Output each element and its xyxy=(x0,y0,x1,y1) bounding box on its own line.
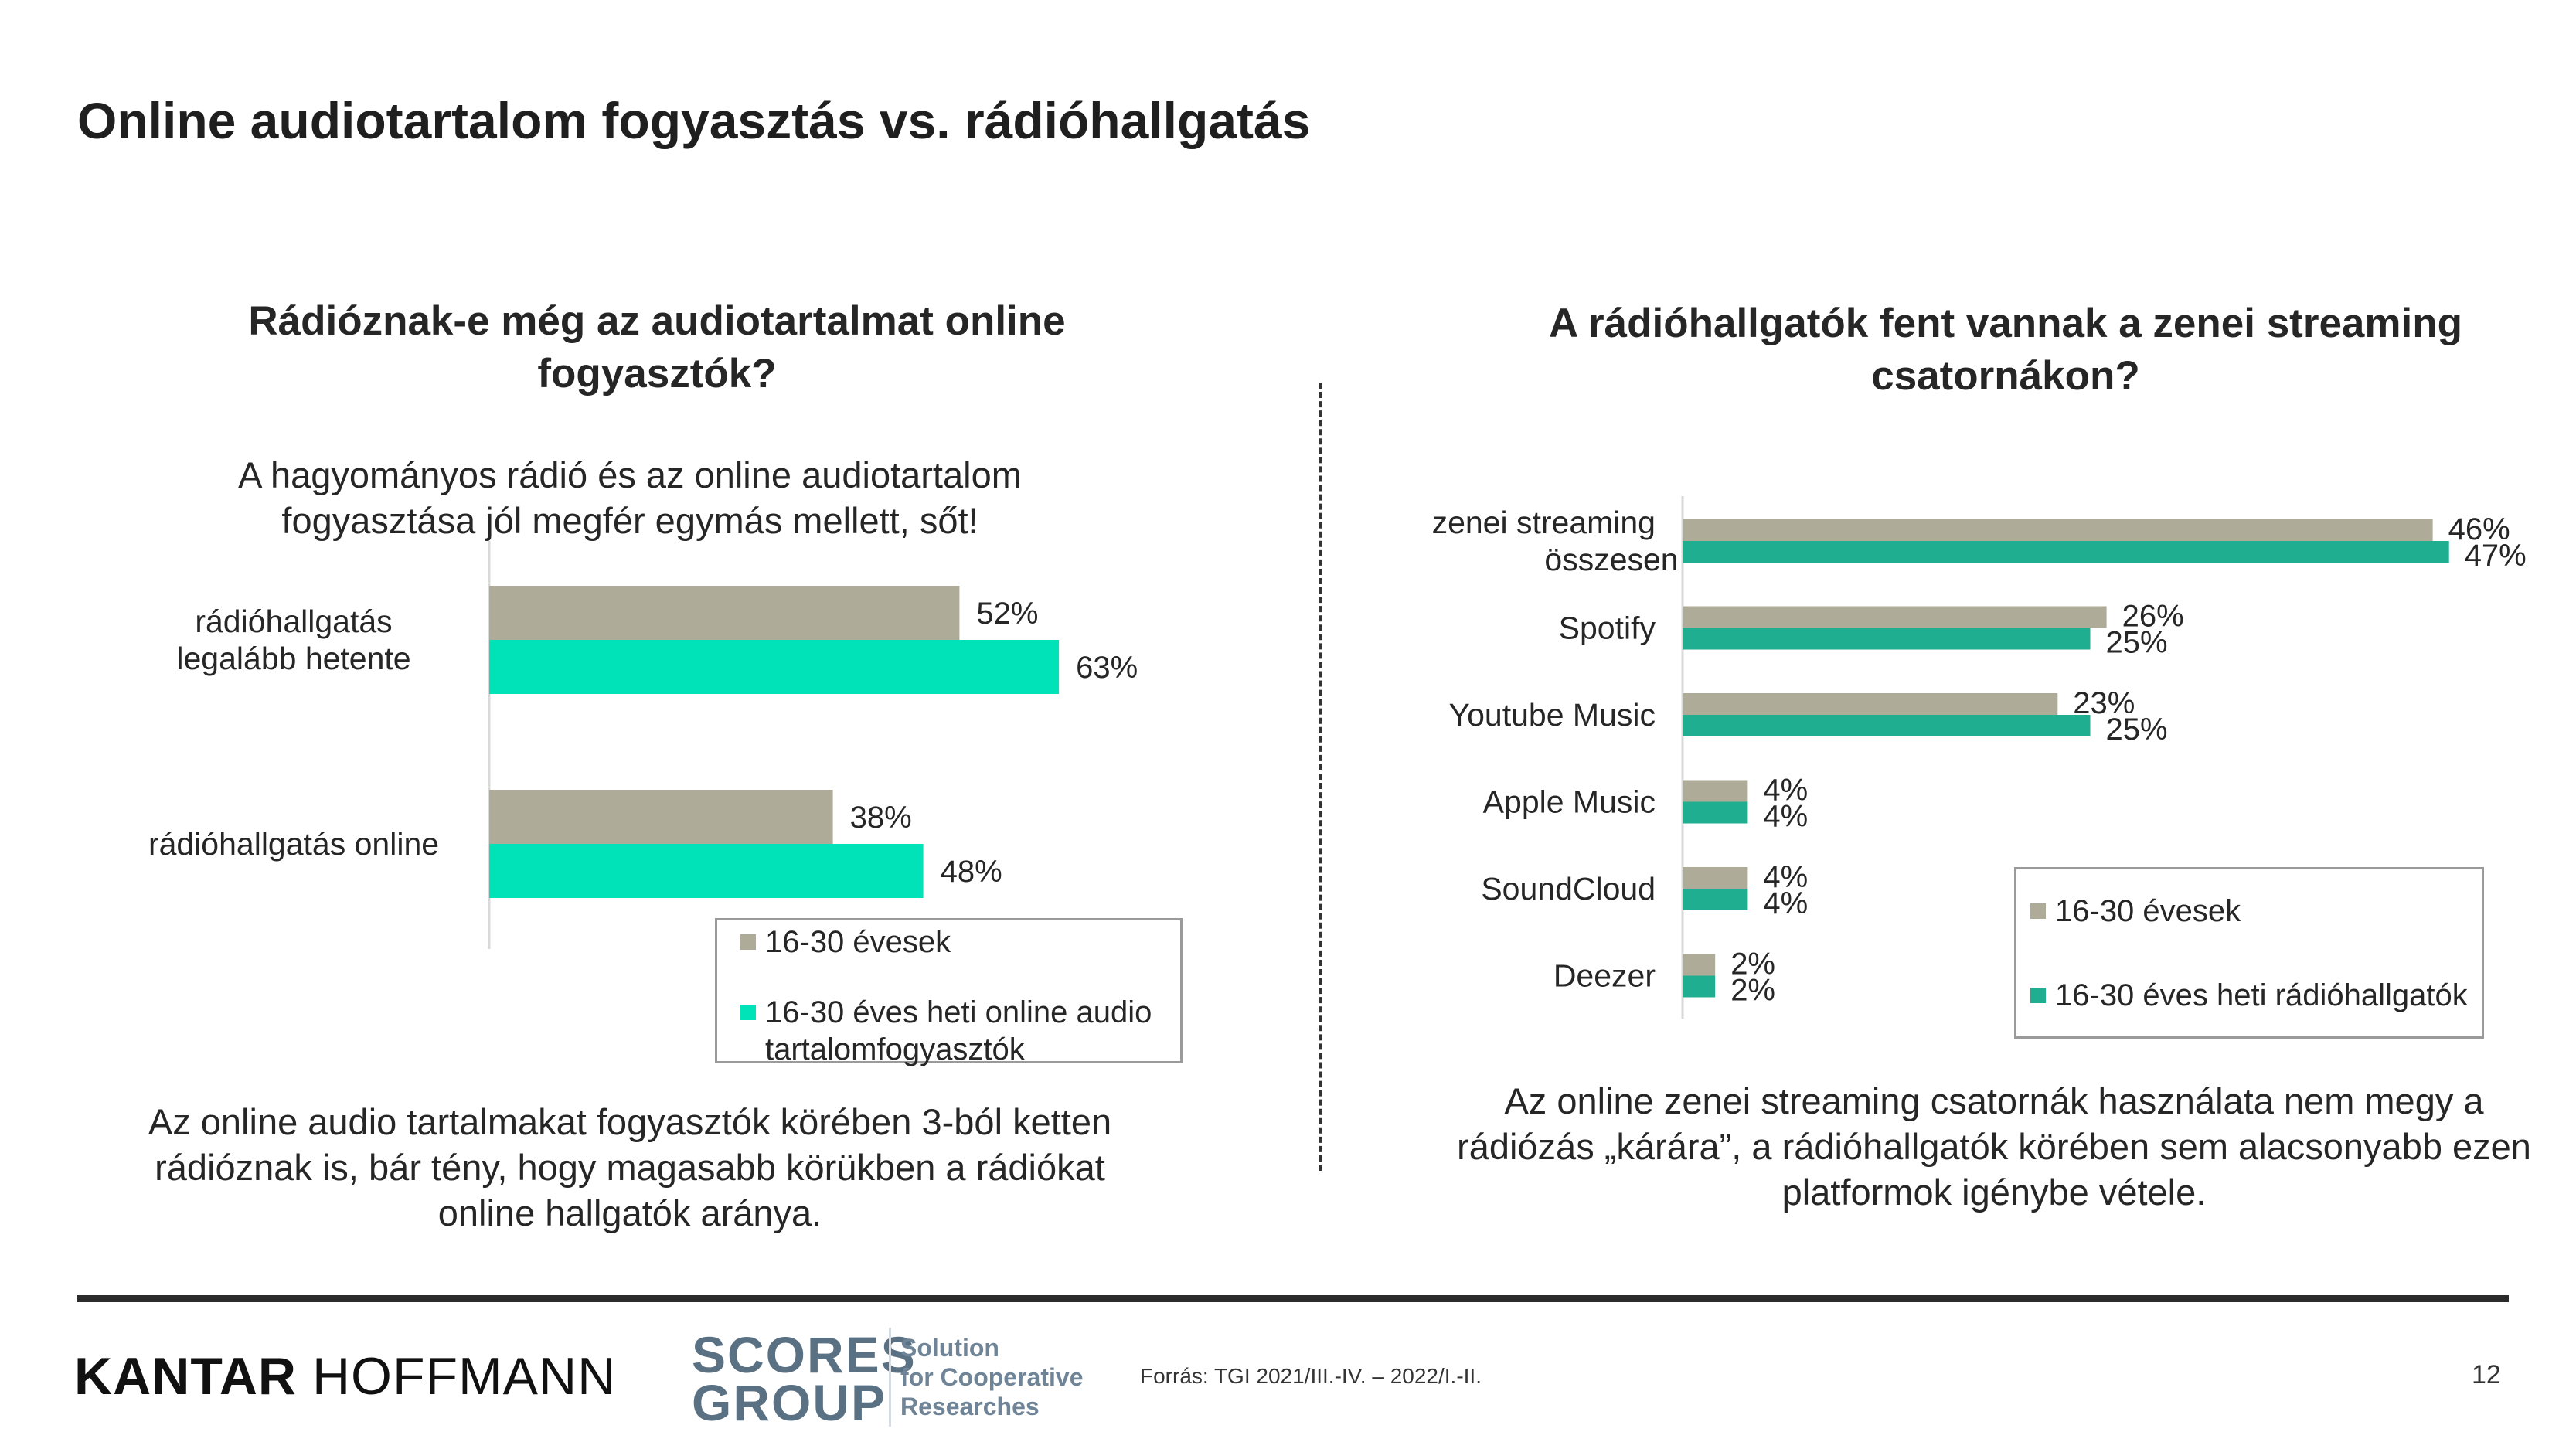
legend-label-series-1: 16-30 évesek xyxy=(2055,894,2241,928)
legend-swatch-series-2 xyxy=(740,1005,756,1020)
section-divider xyxy=(1319,383,1322,1171)
legend-swatch-series-1 xyxy=(740,934,756,950)
legend-swatch-series-1 xyxy=(2030,903,2046,919)
category-label: SoundCloud xyxy=(1481,871,1656,906)
left-chart-footnote: Az online audio tartalmakat fogyasztók k… xyxy=(148,1101,1112,1233)
right-chart-footnote: Az online zenei streaming csatornák hasz… xyxy=(1457,1080,2531,1213)
value-label: 26% xyxy=(2122,600,2184,634)
bar-1 xyxy=(1683,780,1748,802)
value-label: 2% xyxy=(1730,947,1775,981)
page-number: 12 xyxy=(2472,1360,2501,1389)
kantar-logo-light: HOFFMANN xyxy=(311,1347,617,1406)
bar-2 xyxy=(1683,801,1748,824)
scores-tagline-line-1: Solution xyxy=(900,1334,999,1362)
scores-tagline-line-3: Researches xyxy=(900,1393,1040,1420)
category-label: Apple Music xyxy=(1483,784,1656,820)
scores-tagline-line-2: for Cooperative xyxy=(900,1363,1084,1391)
scores-logo-divider xyxy=(889,1328,891,1427)
right-chart-heading: A rádióhallgatók fent vannak a zenei str… xyxy=(1548,301,2463,399)
bar-1 xyxy=(1683,693,2058,715)
value-label: 38% xyxy=(850,801,912,835)
value-label: 48% xyxy=(941,855,1002,889)
scores-tagline: Solution for Cooperative Researches xyxy=(900,1333,1083,1421)
value-label: 46% xyxy=(2448,512,2510,546)
scores-logo-line-2: GROUP xyxy=(692,1374,887,1431)
value-label: 4% xyxy=(1763,860,1808,894)
category-label: Deezer xyxy=(1553,958,1656,994)
bar-2 xyxy=(1683,975,1716,998)
footer-rule xyxy=(77,1295,2509,1302)
legend-swatch-series-2 xyxy=(2030,988,2046,1003)
bar-1 xyxy=(1683,519,2433,541)
scores-logo-line-1: SCORES xyxy=(692,1326,917,1383)
bar-1 xyxy=(1683,606,2107,628)
left-chart-intro: A hagyományos rádió és az online audiota… xyxy=(238,454,1022,541)
left-chart-legend: 16-30 évesek 16-30 éves heti online audi… xyxy=(715,918,1183,1066)
scores-group-logo: SCORES GROUP xyxy=(692,1326,917,1431)
bar-2 xyxy=(1683,889,1748,910)
kantar-hoffmann-logo: KANTAR HOFFMANN xyxy=(74,1346,616,1406)
value-label: 25% xyxy=(2106,713,2168,747)
value-label: 4% xyxy=(1763,886,1808,920)
legend-label-series-2: 16-30 éves heti online audio tartalomfog… xyxy=(765,995,1152,1066)
bar-1 xyxy=(1683,867,1748,889)
category-label: zenei streaming összesen xyxy=(1432,505,1679,577)
category-label: Youtube Music xyxy=(1449,697,1656,733)
value-label: 52% xyxy=(976,597,1038,631)
right-chart-legend: 16-30 évesek 16-30 éves heti rádióhallga… xyxy=(2014,867,2484,1039)
value-label: 4% xyxy=(1763,800,1808,834)
bar-2 xyxy=(1683,715,2091,736)
value-label: 47% xyxy=(2465,539,2527,573)
bar-1 xyxy=(1683,954,1716,976)
value-label: 25% xyxy=(2106,626,2168,660)
left-chart-heading: Rádióznak-e még az audiotartalmat online… xyxy=(248,298,1066,396)
bar-1 xyxy=(489,586,960,640)
legend-label-series-2: 16-30 éves heti rádióhallgatók xyxy=(2055,978,2468,1012)
source-note: Forrás: TGI 2021/III.-IV. – 2022/I.-II. xyxy=(1140,1364,1482,1388)
value-label: 63% xyxy=(1076,651,1138,685)
bar-2 xyxy=(489,640,1060,694)
category-label: Spotify xyxy=(1559,611,1656,646)
bar-2 xyxy=(1683,628,2091,650)
category-label: rádióhallgatás online xyxy=(148,826,439,862)
bar-2 xyxy=(489,844,924,898)
page-title: Online audiotartalom fogyasztás vs. rádi… xyxy=(77,92,1311,149)
bar-1 xyxy=(489,790,833,844)
kantar-logo-bold: KANTAR xyxy=(74,1347,298,1406)
category-label: rádióhallgatás legalább hetente xyxy=(176,604,410,676)
bar-2 xyxy=(1683,541,2449,563)
legend-label-series-1: 16-30 évesek xyxy=(765,925,951,959)
value-label: 23% xyxy=(2073,686,2135,720)
value-label: 2% xyxy=(1730,974,1775,1008)
value-label: 4% xyxy=(1763,774,1808,808)
